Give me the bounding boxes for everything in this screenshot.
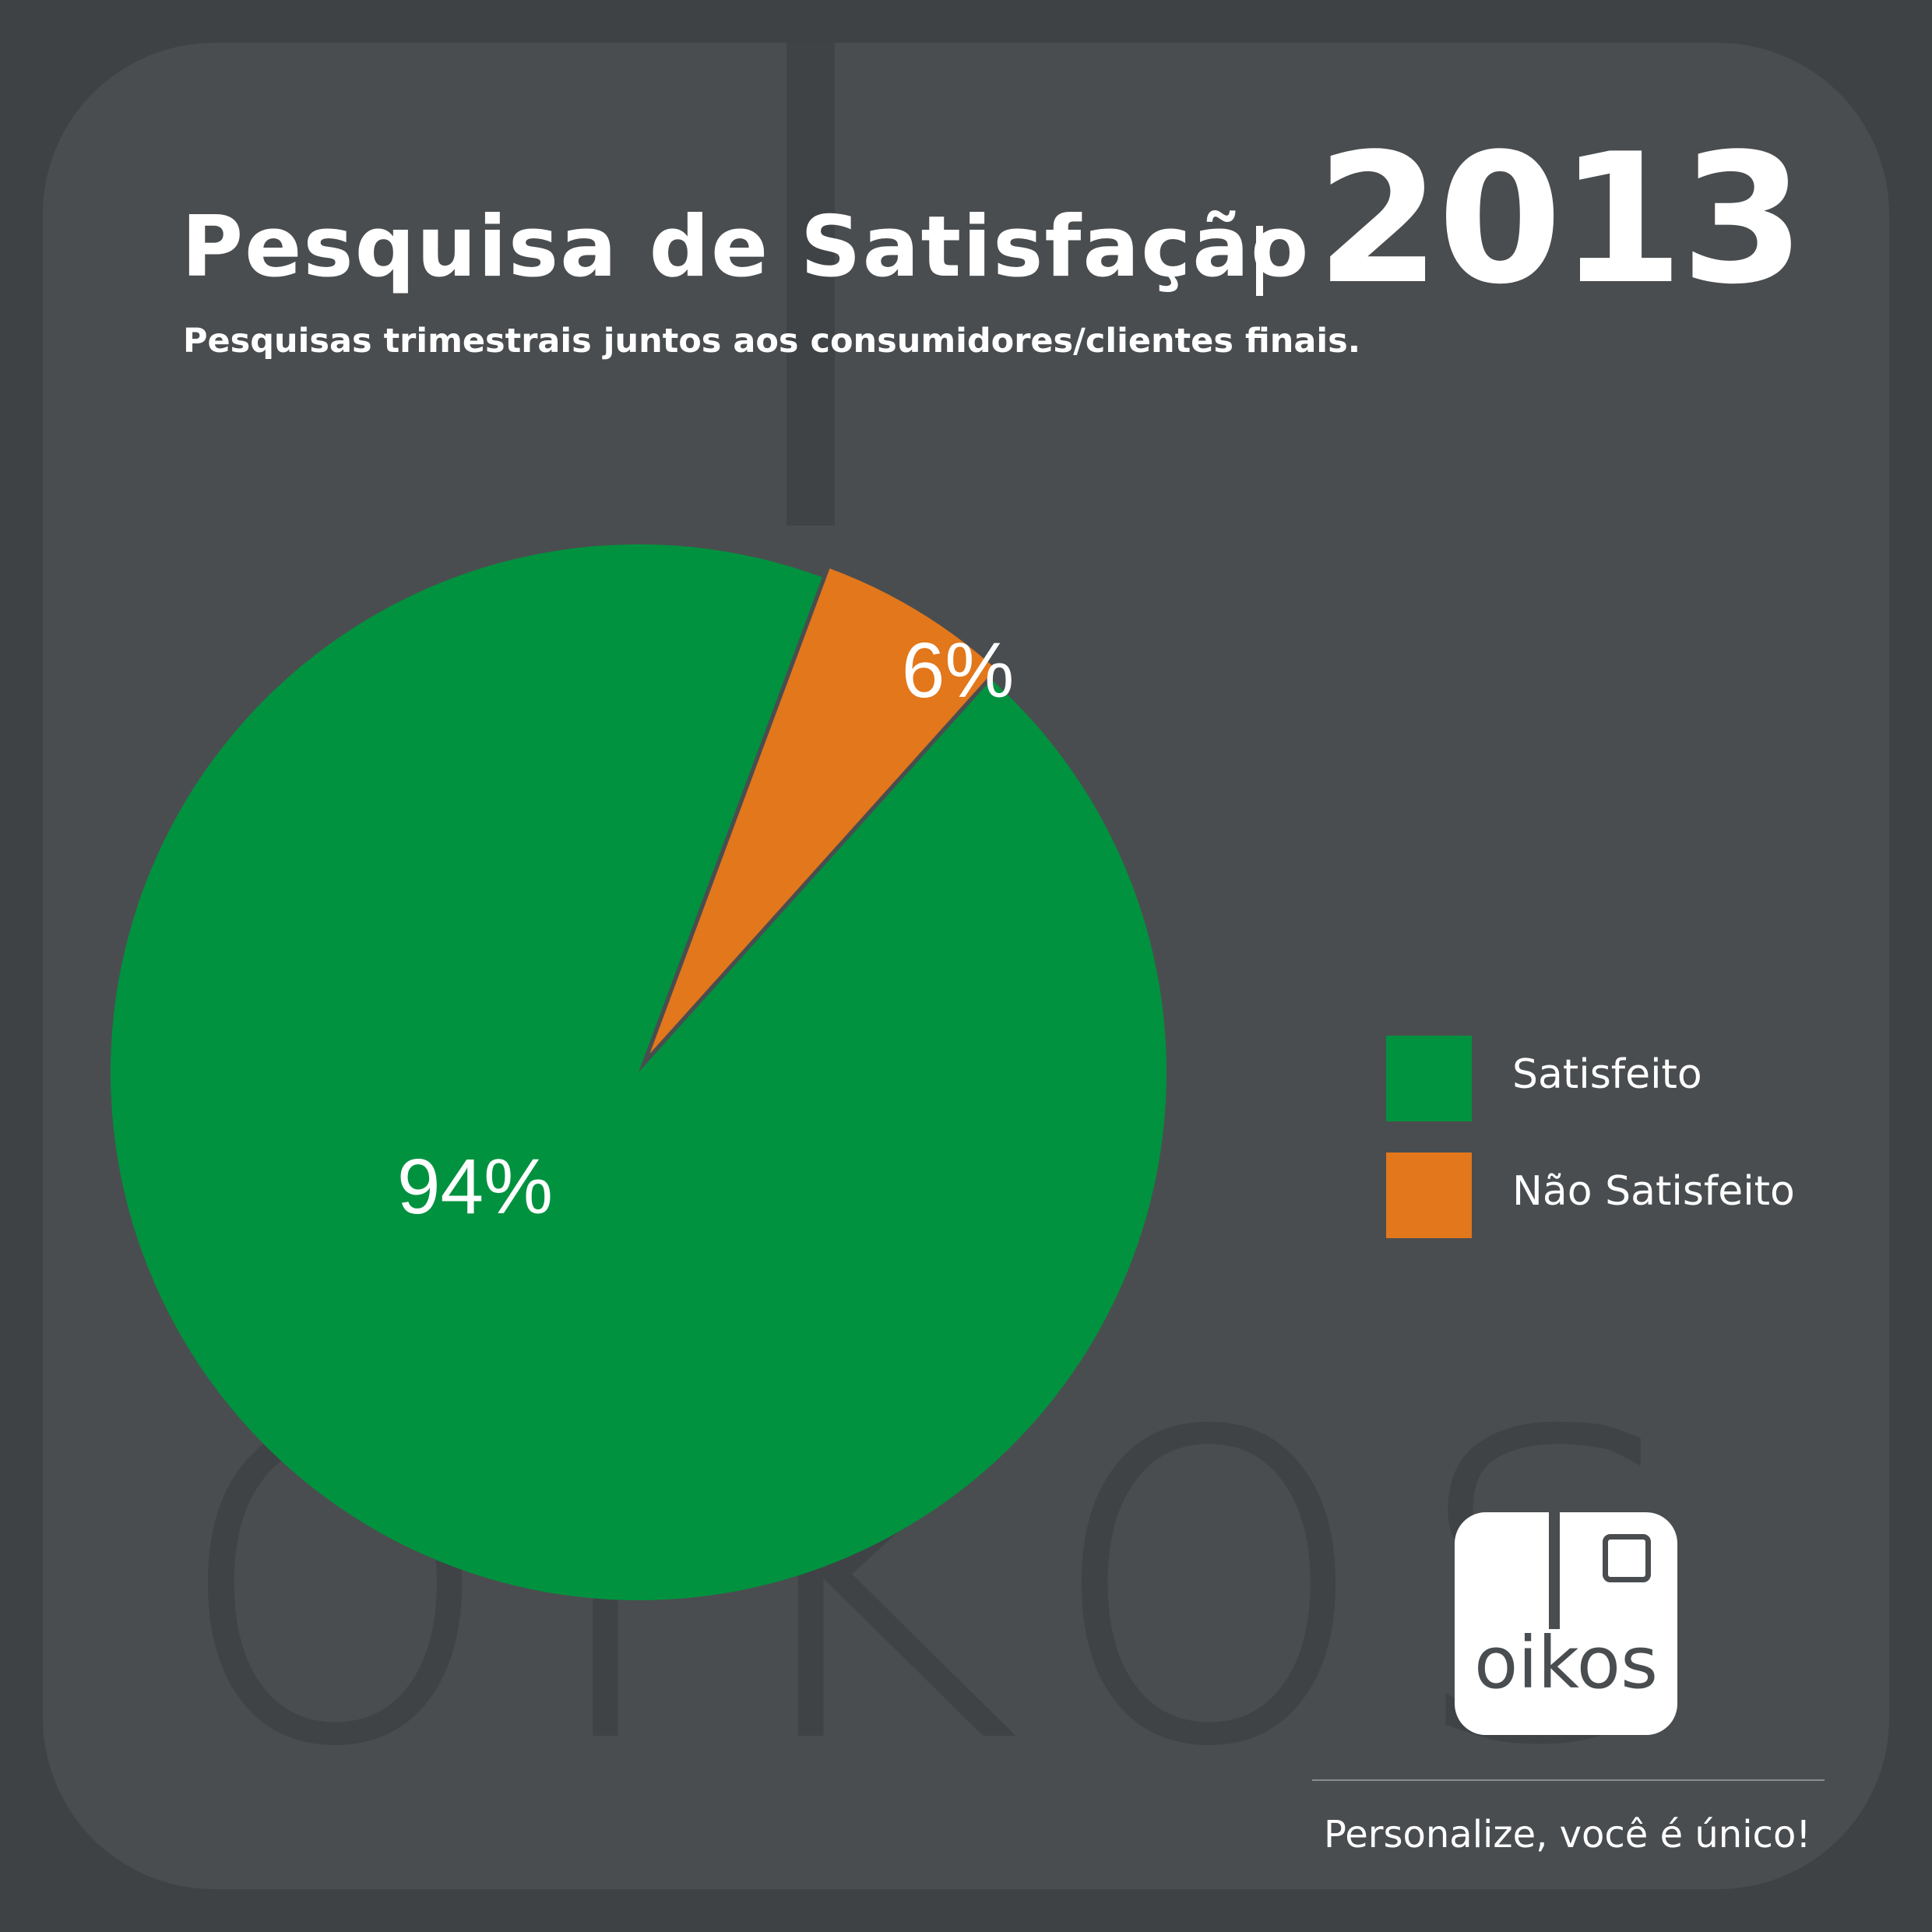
pie-label-nao-satisfeito: 6%: [902, 627, 1015, 714]
logo-square-icon: [1603, 1534, 1651, 1582]
legend-label-nao-satisfeito: Não Satisfeito: [1512, 1168, 1795, 1215]
tagline: Personalize, você é único!: [1324, 1813, 1811, 1856]
footer-divider: [1312, 1779, 1825, 1781]
page-subtitle: Pesquisas trimestrais juntos aos consumi…: [183, 322, 1361, 361]
logo-text: oikos: [1473, 1621, 1659, 1705]
watermark-bar: [787, 43, 835, 526]
pie-slice-satisfeito: [110, 544, 1167, 1600]
legend-swatch-nao-satisfeito: [1386, 1153, 1472, 1238]
page-title: Pesquisa de Satisfação: [181, 199, 1311, 296]
legend-label-satisfeito: Satisfeito: [1512, 1051, 1702, 1098]
logo-bar: [1549, 1512, 1560, 1629]
legend-swatch-satisfeito: [1386, 1036, 1472, 1121]
oikos-logo: oikos: [1455, 1512, 1677, 1735]
pie-slice-nao-satisfeito: [649, 568, 996, 1054]
title-divider: [1256, 226, 1263, 296]
pie-label-satisfeito: 94%: [397, 1143, 553, 1230]
title-year: 2013: [1316, 116, 1805, 324]
